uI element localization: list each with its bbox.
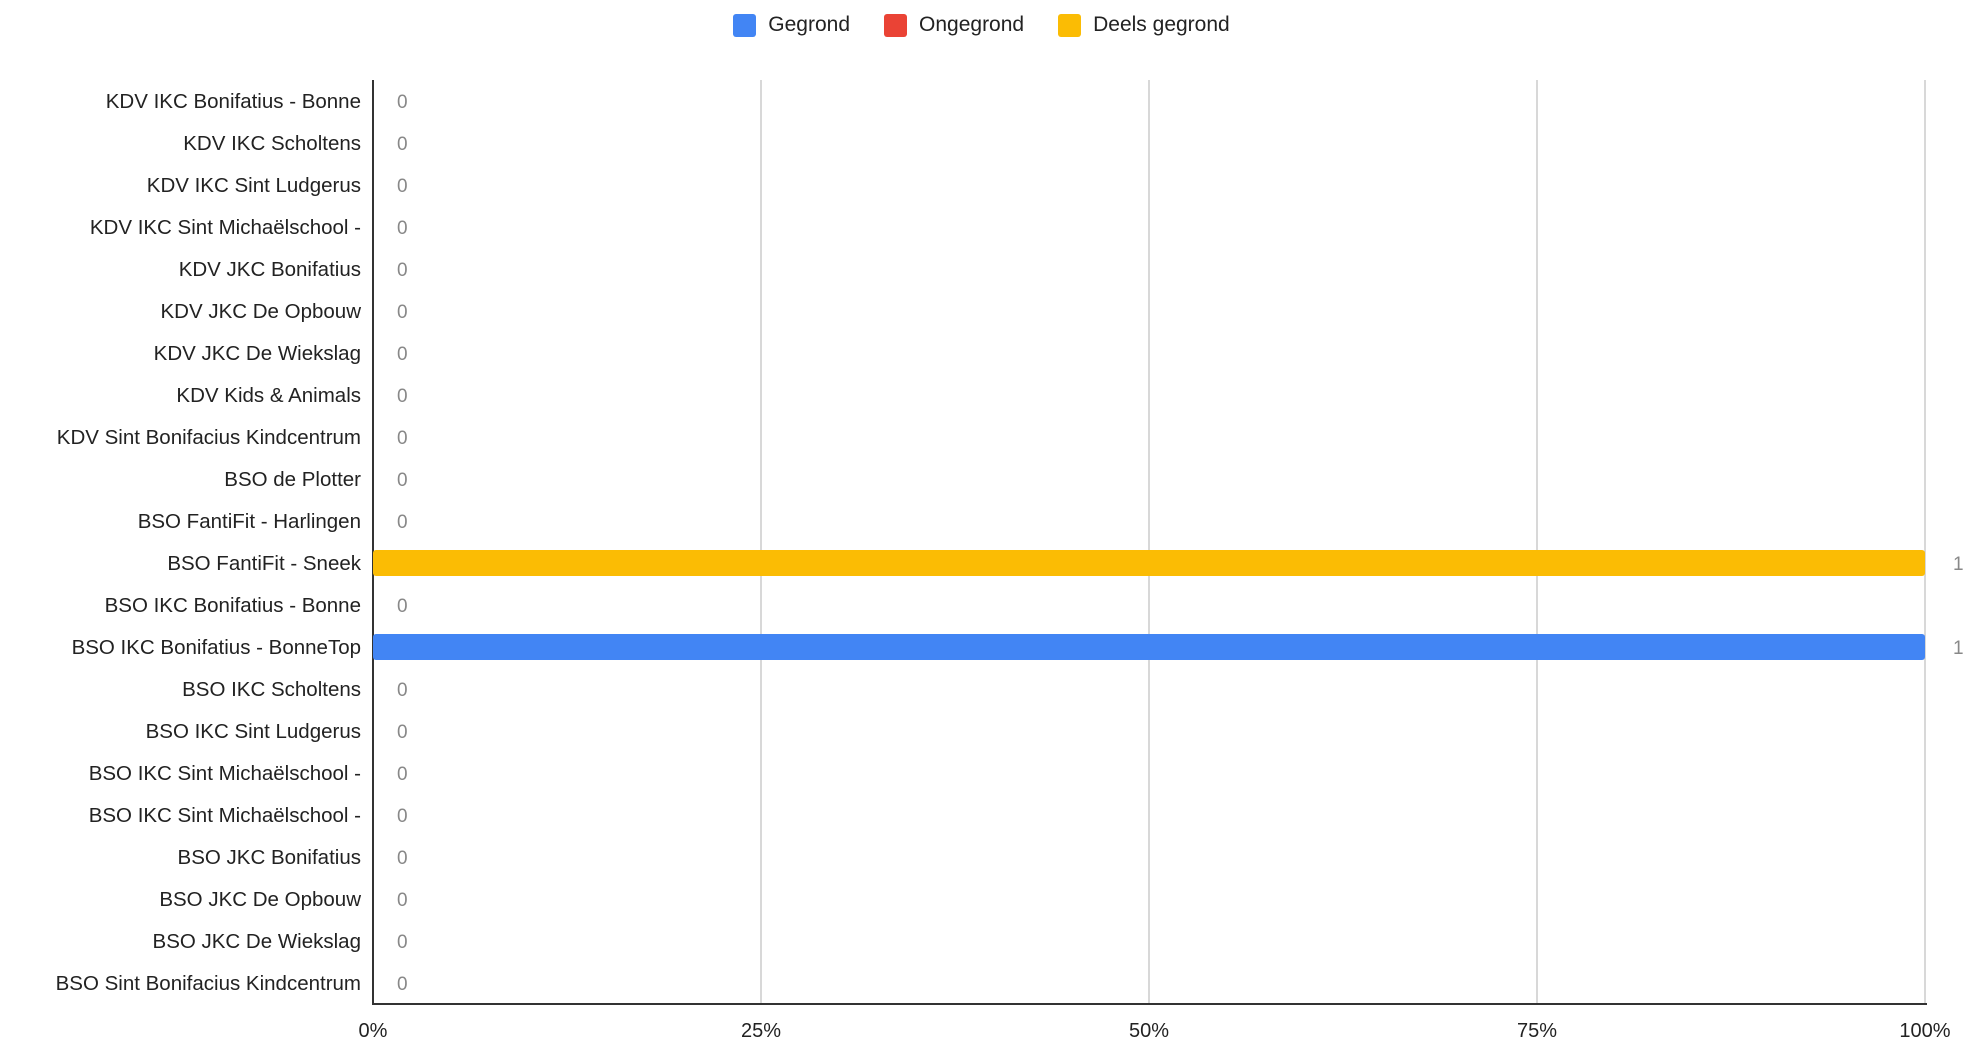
data-label: 0 — [397, 680, 408, 701]
legend-label: Deels gegrond — [1093, 13, 1230, 36]
x-tick-label: 75% — [1517, 1020, 1557, 1041]
category-label: BSO Sint Bonifacius Kindcentrum — [56, 972, 361, 995]
data-label: 0 — [397, 344, 408, 365]
x-tick-label: 0% — [359, 1020, 388, 1041]
bar-gegrond — [373, 634, 1925, 660]
category-label: KDV IKC Sint Michaëlschool - — [90, 216, 361, 239]
category-label: KDV Kids & Animals — [176, 384, 361, 407]
data-label: 0 — [397, 722, 408, 743]
category-label: BSO IKC Sint Ludgerus — [146, 720, 361, 743]
category-label: BSO FantiFit - Sneek — [167, 552, 361, 575]
category-label: BSO FantiFit - Harlingen — [138, 510, 361, 533]
data-label: 0 — [397, 848, 408, 869]
category-label: BSO IKC Sint Michaëlschool - — [89, 762, 361, 785]
category-label: KDV IKC Bonifatius - Bonne — [106, 90, 361, 113]
bar-deels-gegrond — [373, 550, 1925, 576]
x-tick-label: 100% — [1899, 1020, 1950, 1041]
data-label: 0 — [397, 176, 408, 197]
category-label: KDV IKC Scholtens — [183, 132, 361, 155]
data-label: 1 — [1953, 638, 1963, 659]
category-label: BSO IKC Bonifatius - BonneTop — [72, 636, 361, 659]
data-label: 1 — [1953, 554, 1963, 575]
category-label: BSO IKC Scholtens — [182, 678, 361, 701]
data-label: 0 — [397, 428, 408, 449]
data-label: 0 — [397, 932, 408, 953]
legend-swatch — [1058, 13, 1082, 37]
data-label: 0 — [397, 512, 408, 533]
data-label: 0 — [397, 806, 408, 827]
category-label: BSO de Plotter — [224, 468, 361, 491]
category-label: BSO JKC De Wiekslag — [153, 930, 361, 953]
legend-item-2: Deels gegrond — [1058, 13, 1230, 37]
x-tick-label: 25% — [741, 1020, 781, 1041]
category-label: KDV IKC Sint Ludgerus — [147, 174, 361, 197]
category-label: BSO IKC Sint Michaëlschool - — [89, 804, 361, 827]
legend-item-0: Gegrond — [733, 13, 850, 37]
category-label: BSO JKC Bonifatius — [178, 846, 361, 869]
chart-legend: Gegrond Ongegrond Deels gegrond — [0, 10, 1963, 40]
category-label: BSO IKC Bonifatius - Bonne — [105, 594, 361, 617]
category-label: KDV Sint Bonifacius Kindcentrum — [57, 426, 361, 449]
data-label: 0 — [397, 218, 408, 239]
category-label: KDV JKC De Opbouw — [160, 300, 361, 323]
category-label: BSO JKC De Opbouw — [159, 888, 361, 911]
data-label: 0 — [397, 260, 408, 281]
data-label: 0 — [397, 386, 408, 407]
legend-label: Ongegrond — [919, 13, 1025, 36]
x-tick-label: 50% — [1129, 1020, 1169, 1041]
data-label: 0 — [397, 764, 408, 785]
legend-label: Gegrond — [768, 13, 851, 36]
legend-swatch — [884, 13, 908, 37]
data-label: 0 — [397, 596, 408, 617]
data-label: 0 — [397, 974, 408, 995]
legend-item-1: Ongegrond — [884, 13, 1024, 37]
category-label: KDV JKC De Wiekslag — [154, 342, 361, 365]
category-label: KDV JKC Bonifatius — [179, 258, 361, 281]
data-label: 0 — [397, 890, 408, 911]
legend-swatch — [733, 13, 757, 37]
data-label: 0 — [397, 302, 408, 323]
data-label: 0 — [397, 92, 408, 113]
data-label: 0 — [397, 134, 408, 155]
data-label: 0 — [397, 470, 408, 491]
